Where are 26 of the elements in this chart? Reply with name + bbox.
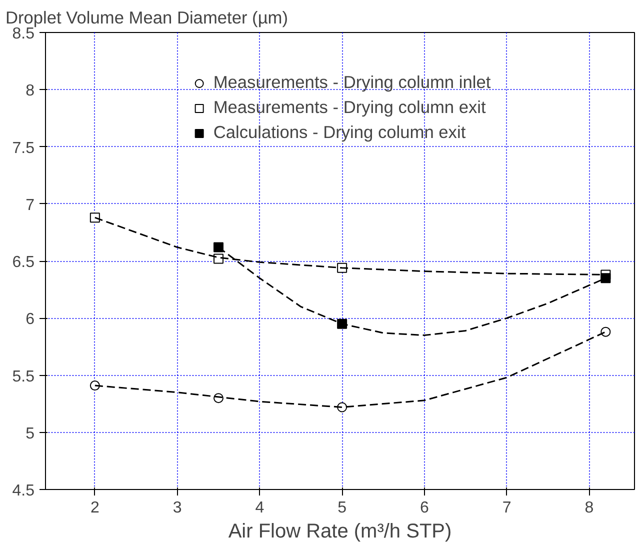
y-tick-label: 6.5 — [12, 254, 35, 271]
y-tick-label: 5 — [26, 425, 35, 442]
x-tick-label: 4 — [255, 500, 264, 516]
y-tick-label: 5.5 — [12, 368, 35, 386]
legend-label: Calculations - Drying column exit — [213, 122, 466, 143]
point — [213, 242, 224, 252]
x-tick-label: 3 — [172, 500, 182, 516]
y-axis-title: Droplet Volume Mean Diameter (µm) — [6, 8, 288, 28]
y-tick-label: 7 — [26, 196, 35, 214]
point — [600, 273, 611, 284]
point — [600, 326, 611, 337]
y-tick-label: 4.5 — [12, 482, 35, 500]
legend-label: Measurements - Drying column inlet — [213, 72, 491, 93]
point — [213, 254, 224, 264]
x-tick-label: 5 — [338, 500, 347, 516]
point — [90, 212, 100, 223]
x-tick-label: 6 — [420, 500, 429, 516]
y-tick-label: 8.5 — [12, 26, 35, 42]
legend-label: Measurements - Drying column exit — [213, 97, 486, 118]
x-tick-label: 2 — [90, 500, 100, 516]
y-tick-label: 6 — [26, 311, 35, 328]
x-axis-title: Air Flow Rate (m³/h STP) — [228, 520, 452, 542]
y-tick-label: 8 — [26, 82, 35, 100]
y-tick-label: 7.5 — [12, 140, 35, 157]
x-tick-label: 8 — [584, 500, 594, 516]
x-tick-label: 7 — [502, 500, 512, 516]
